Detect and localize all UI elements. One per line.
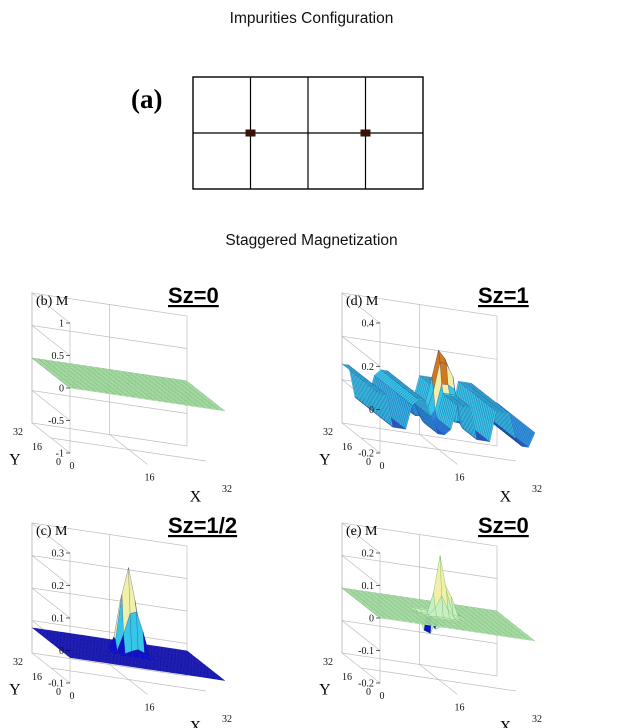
x-gridline	[419, 534, 458, 695]
z-tick-label: 0.1	[52, 614, 65, 625]
x-axis-label: X	[190, 489, 202, 506]
z-tick-label: -0.1	[358, 646, 374, 657]
z-gridline	[30, 554, 188, 586]
x-gridline	[109, 304, 148, 465]
z-tick-label: 0	[369, 405, 374, 416]
x-tick-label: 32	[222, 484, 232, 495]
spin-annotation: Sz=1/2	[168, 513, 237, 538]
surface-mesh	[341, 555, 536, 642]
x-gridline	[109, 534, 148, 695]
x-axis-label: X	[190, 719, 202, 728]
z-tick-label: 0	[59, 384, 64, 395]
z-tick-label: -0.5	[48, 416, 64, 427]
z-tick-label: 0	[59, 646, 64, 657]
figure-title: Impurities Configuration	[229, 10, 394, 27]
y-gridline	[50, 667, 207, 692]
y-tick-label: 32	[323, 657, 333, 668]
y-tick-label: 32	[13, 657, 23, 668]
x-tick-label: 16	[455, 473, 465, 484]
y-tick-label: 32	[323, 427, 333, 438]
z-tick-label: 0.2	[362, 549, 375, 560]
y-tick-label: 32	[13, 427, 23, 438]
side-wall-grid	[31, 522, 71, 684]
z-gridline	[340, 554, 498, 586]
x-tick-label: 0	[380, 691, 385, 702]
panel-label: (e) M	[346, 524, 378, 539]
surface-mesh	[31, 567, 226, 681]
x-tick-label: 16	[455, 703, 465, 714]
surface-cell	[216, 678, 226, 681]
x-tick-label: 16	[145, 473, 155, 484]
y-tick-label: 0	[366, 687, 371, 698]
y-tick-label: 0	[56, 687, 61, 698]
z-tick-label: 0.2	[52, 581, 65, 592]
panel-label: (d) M	[346, 294, 379, 309]
surface-cell	[526, 431, 536, 448]
z-tick-label: 0.5	[52, 351, 65, 362]
spin-annotation: Sz=0	[168, 283, 219, 308]
y-gridline	[360, 667, 517, 692]
x-tick-label: 0	[70, 691, 75, 702]
y-axis-label: Y	[319, 682, 331, 699]
impurity-site	[360, 129, 371, 137]
z-tick-label: 0	[369, 614, 374, 625]
x-tick-label: 32	[222, 714, 232, 725]
x-tick-label: 32	[532, 714, 542, 725]
y-tick-label: 16	[32, 672, 42, 683]
z-gridline	[340, 335, 498, 367]
panel-a-label: (a)	[131, 84, 163, 114]
impurity-lattice	[192, 76, 424, 190]
z-tick-label: 0.1	[362, 581, 375, 592]
x-tick-label: 0	[70, 461, 75, 472]
y-tick-label: 0	[56, 457, 61, 468]
spin-annotation: Sz=1	[478, 283, 529, 308]
z-tick-label: -1	[56, 449, 64, 460]
z-tick-label: -0.1	[48, 679, 64, 690]
x-axis-label: X	[500, 489, 512, 506]
side-wall-grid	[341, 292, 381, 454]
panel-label: (b) M	[36, 294, 69, 309]
impurity-site	[245, 129, 256, 137]
y-tick-label: 16	[342, 442, 352, 453]
z-tick-label: 0.4	[362, 319, 375, 330]
section-title: Staggered Magnetization	[225, 232, 398, 249]
spin-annotation: Sz=0	[478, 513, 529, 538]
surface-mesh	[341, 349, 536, 448]
x-gridline	[419, 304, 458, 465]
z-gridline	[340, 619, 498, 651]
surface-cell	[526, 638, 536, 642]
z-tick-label: 0.3	[52, 549, 65, 560]
surface-cell	[128, 567, 137, 614]
x-tick-label: 16	[145, 703, 155, 714]
y-tick-label: 0	[366, 457, 371, 468]
z-tick-label: 1	[59, 319, 64, 330]
y-tick-label: 16	[32, 442, 42, 453]
surface-cell	[216, 408, 226, 412]
x-tick-label: 32	[532, 484, 542, 495]
y-axis-label: Y	[9, 452, 21, 469]
x-tick-label: 0	[380, 461, 385, 472]
y-tick-label: 16	[342, 672, 352, 683]
panel-label: (c) M	[36, 524, 68, 539]
surface-mesh	[31, 357, 226, 412]
z-gridline	[30, 324, 188, 356]
y-gridline	[50, 437, 207, 462]
z-tick-label: -0.2	[358, 679, 374, 690]
y-axis-label: Y	[9, 682, 21, 699]
z-gridline	[30, 389, 188, 421]
z-tick-label: 0.2	[362, 362, 375, 373]
y-axis-label: Y	[319, 452, 331, 469]
x-axis-label: X	[500, 719, 512, 728]
z-tick-label: -0.2	[358, 449, 374, 460]
y-gridline	[360, 437, 517, 462]
